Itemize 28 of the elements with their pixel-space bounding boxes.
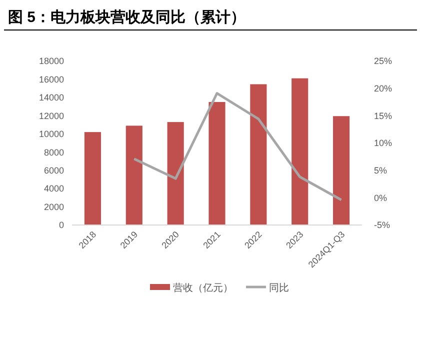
legend-label: 营收（亿元） — [173, 282, 233, 294]
y-tick-label: 14000 — [38, 92, 64, 103]
y2-tick-label: 10% — [374, 138, 392, 148]
bar — [250, 84, 267, 225]
bar — [84, 132, 101, 225]
legend-label: 同比 — [269, 282, 289, 294]
bar — [126, 126, 142, 225]
y2-tick-label: 0% — [374, 192, 388, 203]
y2-tick-label: 20% — [374, 83, 392, 94]
bar — [333, 116, 350, 225]
y2-tick-label: 25% — [374, 56, 392, 66]
y2-tick-label: 5% — [374, 165, 388, 176]
bar — [208, 102, 226, 225]
y-tick-label: 18000 — [38, 56, 64, 66]
y-tick-label: 8000 — [44, 147, 64, 158]
y-tick-label: 6000 — [44, 165, 64, 176]
bar — [292, 78, 308, 225]
y2-tick-label: -5% — [374, 220, 390, 230]
chart-title: 图 5：电力板块营收及同比（累计） — [8, 9, 246, 26]
y-tick-label: 12000 — [38, 110, 64, 121]
y-tick-label: 2000 — [44, 202, 64, 212]
y-tick-label: 4000 — [44, 184, 64, 194]
y2-tick-label: 15% — [374, 110, 392, 121]
y-tick-label: 10000 — [38, 129, 64, 140]
bar — [167, 122, 184, 225]
y-tick-label: 0 — [58, 220, 64, 230]
y-tick-label: 16000 — [38, 74, 64, 84]
line-series — [132, 92, 343, 202]
